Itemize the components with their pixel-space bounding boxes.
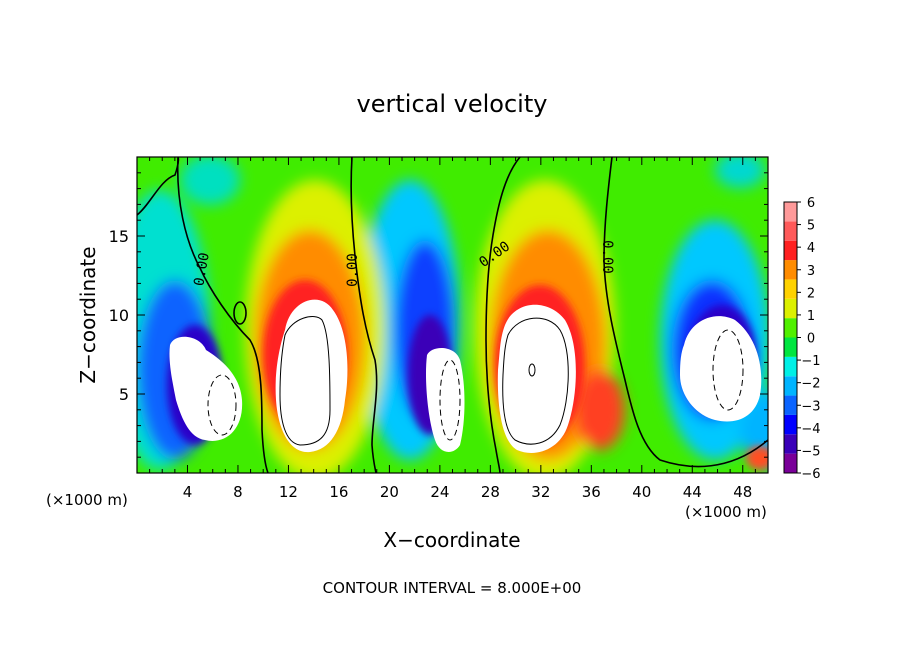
x-tick-label: 48 — [733, 483, 752, 501]
colorbar-tick-label: 3 — [807, 264, 815, 279]
colorbar-tick-label: 4 — [807, 241, 815, 256]
x-axis-label: X−coordinate — [383, 528, 520, 552]
x-tick-label: 12 — [279, 483, 298, 501]
y-tick-label: 10 — [109, 306, 129, 325]
colorbar-swatch — [784, 221, 797, 241]
colorbar-swatch — [784, 434, 797, 454]
colorbar-tick-label: 1 — [807, 309, 815, 324]
x-axis-unit-right: (×1000 m) — [685, 503, 767, 521]
colorbar-swatch — [784, 279, 797, 299]
contour-label: 0.00 — [345, 253, 361, 287]
x-tick-label: 36 — [582, 483, 601, 501]
y-axis-label: Z−coordinate — [76, 246, 100, 383]
colorbar-swatch — [784, 395, 797, 415]
x-axis: 4 8 12 16 20 24 28 32 36 40 44 48 — [149, 157, 756, 501]
y-tick-label: 15 — [109, 227, 129, 246]
colorbar-swatch — [784, 240, 797, 261]
colorbar-tick-label: 2 — [807, 286, 815, 301]
colorbar-swatch — [784, 298, 797, 319]
x-tick-label: 40 — [632, 483, 651, 501]
x-tick-label: 20 — [380, 483, 399, 501]
x-tick-label: 44 — [683, 483, 702, 501]
colorbar-swatch — [784, 318, 797, 338]
contour-label: 0.00 — [599, 240, 615, 274]
colorbar-swatch — [784, 453, 797, 473]
chart-title: vertical velocity — [357, 90, 548, 118]
x-tick-label: 24 — [430, 483, 449, 501]
y-axis: 5 10 15 — [109, 172, 768, 458]
colorbar-tick-label: 5 — [807, 219, 815, 234]
colorbar-swatch — [784, 202, 797, 222]
colorbar-tick-label: −2 — [801, 377, 820, 392]
x-tick-label: 32 — [531, 483, 550, 501]
x-axis-unit-left: (×1000 m) — [46, 491, 128, 509]
y-tick-label: 5 — [119, 385, 129, 404]
x-tick-label: 16 — [329, 483, 348, 501]
x-tick-label: 4 — [183, 483, 193, 501]
colorbar-swatch — [784, 337, 797, 357]
x-tick-label: 8 — [233, 483, 243, 501]
colorbar-tick-label: −4 — [801, 422, 820, 437]
colorbar-swatch — [784, 376, 797, 396]
colorbar-tick-label: 6 — [807, 196, 815, 211]
colorbar-swatch — [784, 356, 797, 377]
colorbar-tick-label: −5 — [801, 444, 820, 459]
colorbar-tick-label: 0 — [807, 332, 815, 347]
contour-interval-note: CONTOUR INTERVAL = 8.000E+00 — [323, 579, 582, 597]
colorbar-tick-label: −1 — [801, 354, 820, 369]
contour-label: 0.00 — [191, 251, 213, 287]
x-tick-label: 28 — [481, 483, 500, 501]
colorbar-swatch — [784, 260, 797, 280]
colorbar-swatch — [784, 414, 797, 435]
colorbar: 6 5 4 3 2 1 0 −1 −2 −3 −4 −5 −6 — [783, 196, 821, 482]
colorbar-tick-label: −3 — [801, 399, 820, 414]
velocity-field — [137, 157, 768, 473]
colorbar-tick-label: −6 — [801, 467, 820, 482]
